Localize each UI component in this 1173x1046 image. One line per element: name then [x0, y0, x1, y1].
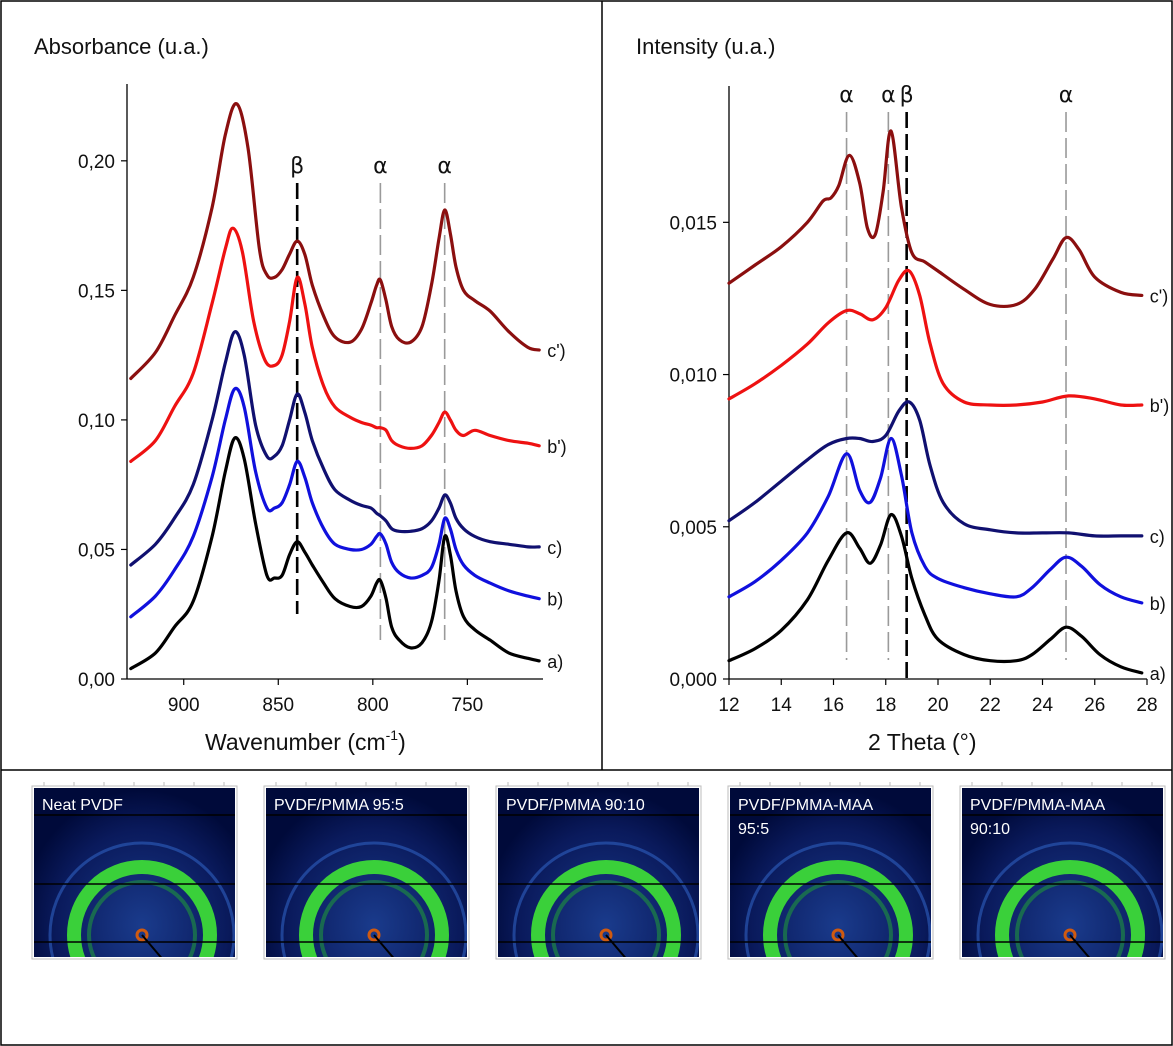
pattern-inner-ring: [1015, 880, 1125, 957]
ftir-x-axis-label-end: ): [398, 729, 406, 755]
xrd-chart: Intensity (u.a.) 2 Theta (°) 0,0000,0050…: [636, 34, 1169, 755]
ftir-x-axis-label: Wavenumber (cm-1): [205, 727, 406, 755]
ftir-y-tick-label: 0,20: [78, 152, 115, 173]
pattern-outer-ring: [280, 841, 467, 957]
ftir-x-axis-label-text: Wavenumber (cm: [205, 729, 386, 755]
ftir-y-tick-label: 0,05: [78, 540, 115, 561]
ftir-series-label: b): [547, 590, 563, 610]
ftir-x-tick-label: 850: [262, 695, 294, 716]
ftir-series-line: [129, 386, 541, 619]
diffraction-pattern: PVDF/PMMA 90:10: [495, 782, 702, 960]
xrd-annotation-label: α: [881, 83, 896, 108]
ftir-x-axis-label-sup: -1: [386, 727, 399, 743]
ftir-x-tick-label: 800: [357, 695, 389, 716]
xrd-annotation-label: α: [1059, 83, 1074, 108]
xrd-y-tick-label: 0,000: [669, 670, 717, 691]
ftir-series-line: [129, 330, 541, 567]
ftir-series-label: a): [547, 652, 563, 672]
xrd-annotation-label: α: [839, 83, 854, 108]
xrd-x-tick-label: 26: [1084, 695, 1105, 716]
ftir-series-line: [129, 226, 541, 463]
pattern-outer-ring: [976, 841, 1163, 957]
pattern-ring: [995, 860, 1145, 957]
ftir-annotation-label: α: [373, 154, 388, 179]
xrd-series-label: b'): [1150, 396, 1169, 416]
ftir-series-label: b'): [547, 437, 566, 457]
diffraction-pattern: PVDF/PMMA 95:5: [263, 782, 470, 960]
ftir-x-tick-label: 750: [452, 695, 484, 716]
pattern-inner-ring: [783, 880, 893, 957]
pattern-ring: [299, 860, 449, 957]
pattern-beam-center: [1063, 928, 1077, 942]
xrd-x-tick-label: 16: [823, 695, 844, 716]
pattern-label: PVDF/PMMA 95:5: [274, 797, 404, 814]
xrd-series-line: [727, 512, 1144, 675]
ftir-series-label: c): [547, 538, 562, 558]
xrd-y-axis-label: Intensity (u.a.): [636, 34, 775, 59]
xrd-series-label: c'): [1150, 286, 1168, 306]
pattern-label: 90:10: [970, 821, 1010, 838]
ftir-y-axis-label: Absorbance (u.a.): [34, 34, 209, 59]
pattern-beam-center: [367, 928, 381, 942]
xrd-y-tick-label: 0,010: [669, 366, 717, 387]
xrd-series-line: [727, 400, 1144, 538]
pattern-outer-ring: [744, 841, 931, 957]
ftir-series-line: [129, 436, 541, 671]
pattern-label: PVDF/PMMA-MAA: [970, 797, 1105, 814]
xrd-x-axis-label: 2 Theta (°): [868, 729, 977, 755]
pattern-ring: [67, 860, 217, 957]
pattern-beam-center: [135, 928, 149, 942]
pattern-inner-ring: [319, 880, 429, 957]
xrd-plot-area: 0,000 0,005 0,010 0,015 12 14 16 18 20 22 24 26 28 α α…: [669, 83, 1169, 716]
ftir-x-tick-label: 900: [168, 695, 200, 716]
diffraction-pattern: PVDF/PMMA-MAA 95:5: [727, 782, 934, 960]
ftir-plot-area: 0,00 0,05 0,10 0,15 0,20 900 850 800 750 β α α a) b) c…: [78, 84, 567, 716]
pattern-label: 95:5: [738, 821, 769, 838]
pattern-label: Neat PVDF: [42, 797, 123, 814]
xrd-series-label: a): [1150, 664, 1166, 684]
pattern-outer-ring: [512, 841, 699, 957]
pattern-beam-center: [599, 928, 613, 942]
pattern-label: PVDF/PMMA 90:10: [506, 797, 645, 814]
xrd-series-line: [727, 268, 1144, 408]
pattern-ring: [763, 860, 913, 957]
xrd-y-tick-label: 0,015: [669, 213, 717, 234]
xrd-x-tick-label: 24: [1032, 695, 1054, 716]
pattern-ring: [531, 860, 681, 957]
xrd-y-tick-label: 0,005: [669, 518, 717, 539]
xrd-x-tick-label: 22: [980, 695, 1001, 716]
pattern-outer-ring: [48, 841, 235, 957]
ftir-y-tick-label: 0,15: [78, 281, 115, 302]
xrd-series-label: c): [1150, 527, 1165, 547]
xrd-x-tick-label: 18: [875, 695, 896, 716]
ftir-annotation-label: α: [437, 154, 452, 179]
ftir-annotation-label: β: [290, 154, 304, 179]
ftir-y-tick-label: 0,10: [78, 411, 115, 432]
xrd-series-label: b): [1150, 594, 1166, 614]
xrd-x-tick-label: 12: [718, 695, 739, 716]
ftir-y-tick-label: 0,00: [78, 670, 115, 691]
pattern-beam-center: [831, 928, 845, 942]
xrd-series-line: [727, 129, 1144, 309]
ftir-chart: Absorbance (u.a.) Wavenumber (cm-1) 0,00…: [34, 34, 567, 755]
diffraction-pattern: PVDF/PMMA-MAA 90:10: [959, 782, 1166, 960]
xrd-series-line: [727, 436, 1144, 605]
ftir-series-line: [129, 102, 541, 381]
pattern-inner-ring: [551, 880, 661, 957]
ftir-series-label: c'): [547, 341, 565, 361]
xrd-x-tick-label: 14: [771, 695, 793, 716]
xrd-x-tick-label: 20: [927, 695, 948, 716]
pattern-label: PVDF/PMMA-MAA: [738, 797, 873, 814]
xrd-x-tick-label: 28: [1136, 695, 1157, 716]
diffraction-pattern: Neat PVDF: [31, 782, 238, 960]
diffraction-pattern-panel: Neat PVDF PVDF/PMMA 95:5 PVDF/PMMA 90:10 PV…: [31, 782, 1166, 960]
pattern-inner-ring: [87, 880, 197, 957]
xrd-annotation-label: β: [900, 83, 914, 108]
